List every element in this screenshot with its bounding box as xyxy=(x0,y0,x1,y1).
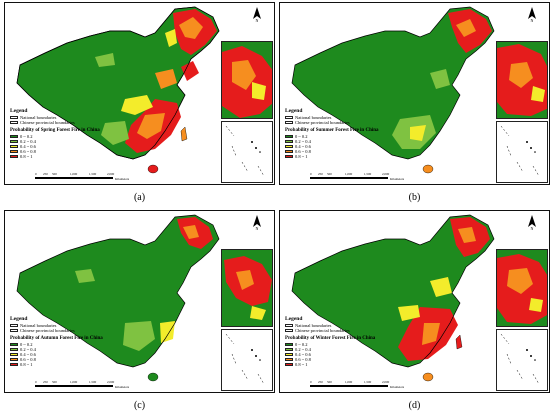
map-legend: Legend National boundaries Chinese provi… xyxy=(285,108,405,159)
south-sea-inset xyxy=(496,329,548,391)
scale-bar: 0 250 500 1,000 1,500 2,000 Kilometers xyxy=(35,172,130,181)
legend-class-1: 0 ~ 0.2 xyxy=(10,342,130,347)
north-label: N xyxy=(255,226,259,231)
north-arrow-icon: N xyxy=(525,215,539,231)
south-sea-inset xyxy=(221,121,273,183)
map-title: Probability of Autumn Forest Fire in Chi… xyxy=(10,336,103,341)
legend-class-4: 0.6 ~ 0.8 xyxy=(10,357,130,362)
legend-class-1: 0 ~ 0.2 xyxy=(10,134,130,139)
scale-bar: 0 250 500 1,000 1,500 2,000 Kilometers xyxy=(310,172,405,181)
north-label: N xyxy=(255,18,259,23)
map-title: Probability of Winter Forest Fire in Chi… xyxy=(285,336,376,341)
legend-class-3: 0.4 ~ 0.6 xyxy=(10,144,130,149)
legend-class-2: 0.2 ~ 0.4 xyxy=(285,139,405,144)
caption-d: (d) xyxy=(408,400,421,411)
legend-national-boundary: National boundaries xyxy=(10,323,130,328)
map-panel-a: N Legend National boundaries Chinese pro… xyxy=(4,2,275,185)
china-map-a xyxy=(16,6,220,174)
scale-bar: 0 250 500 1,000 1,500 2,000 Kilometers xyxy=(310,380,405,389)
legend-class-4: 0.6 ~ 0.8 xyxy=(10,149,130,154)
north-arrow-icon: N xyxy=(250,215,264,231)
legend-national-boundary: National boundaries xyxy=(10,115,130,120)
scale-bar: 0 250 500 1,000 1,500 2,000 Kilometers xyxy=(35,380,130,389)
north-arrow-icon: N xyxy=(250,7,264,23)
caption-a: (a) xyxy=(133,192,146,203)
legend-provincial-boundary: Chinese provincial boundaries xyxy=(10,328,130,333)
legend-title: Legend xyxy=(10,108,28,114)
legend-national-boundary: National boundaries xyxy=(285,115,405,120)
map-legend: Legend National boundaries Chinese provi… xyxy=(285,316,405,367)
caption-b: (b) xyxy=(408,192,421,203)
legend-class-3: 0.4 ~ 0.6 xyxy=(10,352,130,357)
map-title: Probability of Spring Forest Fire in Chi… xyxy=(10,128,100,133)
map-legend: Legend National boundaries Chinese provi… xyxy=(10,316,130,367)
legend-class-2: 0.2 ~ 0.4 xyxy=(10,347,130,352)
caption-c: (c) xyxy=(133,400,146,411)
north-label: N xyxy=(530,226,534,231)
legend-class-5: 0.8 ~ 1 xyxy=(285,154,405,159)
legend-class-1: 0 ~ 0.2 xyxy=(285,342,405,347)
northeast-inset xyxy=(221,249,273,327)
northeast-inset xyxy=(496,41,548,119)
legend-title: Legend xyxy=(10,316,28,322)
legend-class-4: 0.6 ~ 0.8 xyxy=(285,357,405,362)
northeast-inset xyxy=(496,249,548,327)
map-title: Probability of Summer Forest Fire in Chi… xyxy=(285,128,379,133)
legend-class-5: 0.8 ~ 1 xyxy=(10,362,130,367)
map-legend: Legend National boundaries Chinese provi… xyxy=(10,108,130,159)
legend-title: Legend xyxy=(285,108,303,114)
legend-class-5: 0.8 ~ 1 xyxy=(285,362,405,367)
legend-national-boundary: National boundaries xyxy=(285,323,405,328)
legend-provincial-boundary: Chinese provincial boundaries xyxy=(10,120,130,125)
legend-class-3: 0.4 ~ 0.6 xyxy=(285,144,405,149)
north-label: N xyxy=(530,18,534,23)
map-panel-c: N Legend National boundaries Chinese pro… xyxy=(4,210,275,393)
legend-provincial-boundary: Chinese provincial boundaries xyxy=(285,120,405,125)
china-map-d xyxy=(291,214,495,382)
legend-title: Legend xyxy=(285,316,303,322)
china-map-c xyxy=(16,214,220,382)
map-panel-b: N Legend National boundaries Chinese pro… xyxy=(279,2,550,185)
legend-class-4: 0.6 ~ 0.8 xyxy=(285,149,405,154)
china-map-b xyxy=(291,6,495,174)
legend-class-3: 0.4 ~ 0.6 xyxy=(285,352,405,357)
legend-class-1: 0 ~ 0.2 xyxy=(285,134,405,139)
north-arrow-icon: N xyxy=(525,7,539,23)
legend-class-5: 0.8 ~ 1 xyxy=(10,154,130,159)
legend-class-2: 0.2 ~ 0.4 xyxy=(285,347,405,352)
legend-provincial-boundary: Chinese provincial boundaries xyxy=(285,328,405,333)
northeast-inset xyxy=(221,41,273,119)
map-panel-d: N Legend National boundaries Chinese pro… xyxy=(279,210,550,393)
south-sea-inset xyxy=(496,121,548,183)
south-sea-inset xyxy=(221,329,273,391)
legend-class-2: 0.2 ~ 0.4 xyxy=(10,139,130,144)
